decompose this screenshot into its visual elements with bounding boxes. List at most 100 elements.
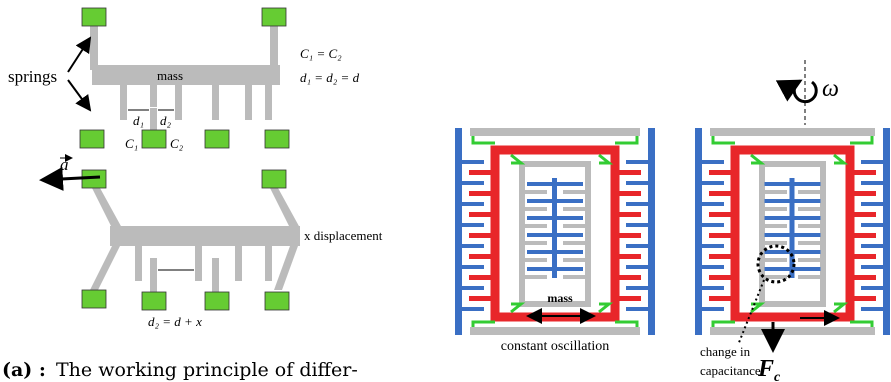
label: mass (547, 291, 573, 305)
shape (626, 181, 648, 185)
shape (765, 190, 787, 194)
shape (852, 170, 876, 175)
shape (469, 170, 493, 175)
shape (861, 223, 883, 227)
shape (695, 128, 702, 335)
shape (455, 128, 462, 335)
shape (798, 190, 820, 194)
shape (462, 286, 484, 290)
shape (617, 233, 641, 238)
shape (702, 202, 724, 206)
shape (702, 307, 724, 311)
shape (834, 155, 844, 163)
label: d₁ (133, 113, 144, 128)
shape (648, 128, 655, 335)
shape (702, 265, 724, 269)
label: d₂ = d + x (148, 314, 202, 329)
shape (563, 224, 585, 228)
figure: springs mass C₁ = C₂ d₁ = d₂ = d d₁ d₂ C… (0, 0, 891, 382)
force: F (757, 356, 774, 382)
shape (527, 267, 583, 271)
label: capacitance (700, 363, 761, 378)
shape (861, 265, 883, 269)
caption-text: The working principle of differ- (56, 359, 358, 381)
shape (861, 181, 883, 185)
shape (525, 224, 547, 228)
shape (709, 233, 733, 238)
shape (599, 304, 609, 312)
label: d₁ = d₂ = d (300, 70, 360, 85)
label: x displacement (304, 228, 383, 243)
shape (852, 254, 876, 259)
shape (713, 136, 735, 143)
shape (511, 155, 521, 163)
caption-label: (a) : (2, 359, 46, 381)
shape (617, 191, 641, 196)
shape (462, 223, 484, 227)
label: C₁ (125, 136, 138, 151)
shape (709, 170, 733, 175)
shape (473, 322, 495, 327)
shape (626, 223, 648, 227)
shape (615, 322, 637, 327)
shape (702, 181, 724, 185)
label: springs (8, 67, 57, 86)
shape (563, 190, 585, 194)
shape (861, 160, 883, 164)
shape (525, 258, 547, 262)
shape (473, 136, 495, 143)
shape (626, 244, 648, 248)
shape (527, 250, 583, 254)
label: Fc (757, 356, 781, 382)
shape (709, 275, 733, 280)
left-diagram: springs mass C₁ = C₂ d₁ = d₂ = d d₁ d₂ C… (2, 8, 383, 381)
shape (617, 212, 641, 217)
shape (617, 254, 641, 259)
shape (525, 207, 547, 211)
shape (798, 258, 820, 262)
shape (834, 304, 844, 312)
shape (470, 327, 640, 335)
shape (462, 244, 484, 248)
shape (527, 233, 583, 237)
shape (469, 212, 493, 217)
shape (850, 322, 872, 327)
shape (617, 296, 641, 301)
shape (617, 275, 641, 280)
shape (798, 275, 820, 279)
shape (765, 224, 787, 228)
shape (798, 207, 820, 211)
shape (525, 275, 547, 279)
shape (709, 191, 733, 196)
shape (626, 307, 648, 311)
shape (850, 136, 872, 143)
shape (615, 136, 637, 143)
shape (861, 244, 883, 248)
shape (462, 202, 484, 206)
shape (469, 233, 493, 238)
shape (765, 233, 821, 237)
shape (765, 275, 787, 279)
shape (798, 224, 820, 228)
shape (525, 190, 547, 194)
shape (798, 241, 820, 245)
shape (462, 307, 484, 311)
shape (626, 265, 648, 269)
shape (563, 258, 585, 262)
shape (765, 182, 821, 186)
shape (511, 304, 521, 312)
shape (702, 223, 724, 227)
shape (883, 128, 890, 335)
shape (599, 155, 609, 163)
label: mass (157, 68, 183, 83)
shape (709, 296, 733, 301)
shape (626, 286, 648, 290)
shape (751, 155, 761, 163)
shape (765, 216, 821, 220)
shape (563, 241, 585, 245)
gyroscope-panels (455, 128, 890, 335)
shape (710, 327, 875, 335)
shape (626, 202, 648, 206)
label: C₂ (170, 136, 184, 151)
shape (702, 286, 724, 290)
